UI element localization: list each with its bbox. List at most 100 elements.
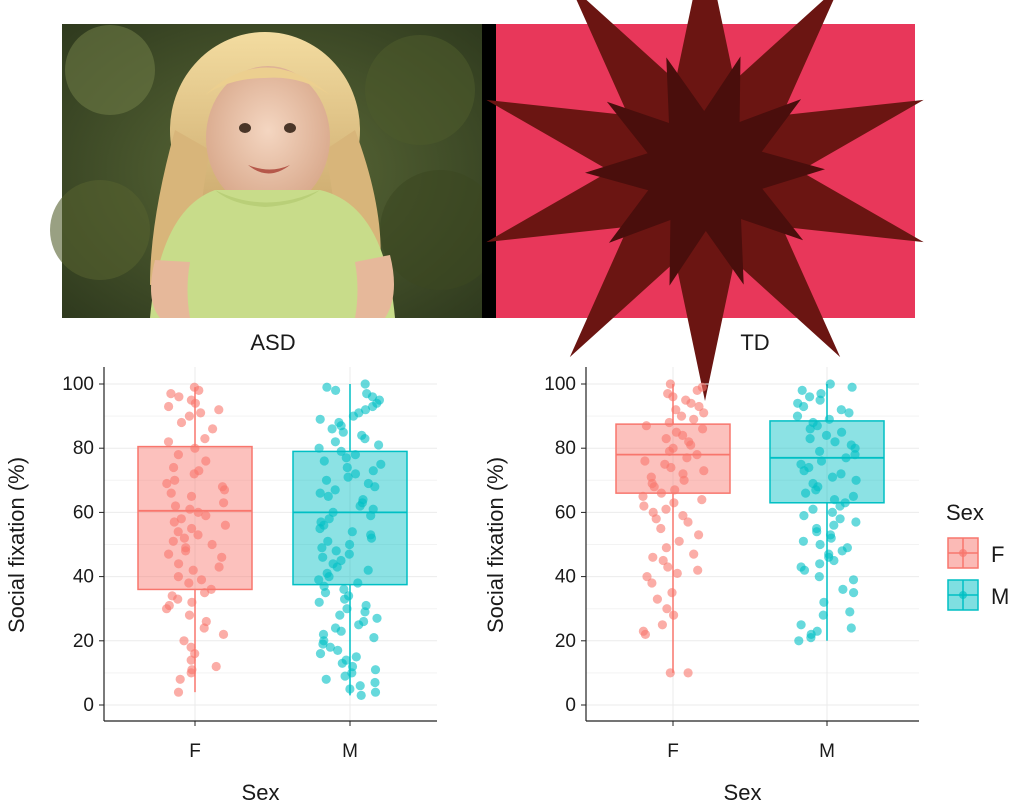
data-point bbox=[663, 562, 673, 572]
stimulus-left-image bbox=[50, 24, 500, 318]
data-point bbox=[850, 450, 860, 460]
data-point bbox=[184, 411, 194, 421]
data-point bbox=[184, 610, 195, 620]
data-point bbox=[343, 472, 353, 482]
data-point bbox=[797, 385, 807, 395]
data-point bbox=[164, 549, 174, 559]
y-tick-label: 60 bbox=[555, 502, 576, 523]
data-point bbox=[207, 539, 217, 550]
data-point bbox=[366, 533, 377, 543]
x-tick-label: F bbox=[667, 741, 679, 762]
data-point bbox=[667, 588, 677, 598]
data-point bbox=[368, 466, 378, 476]
data-point bbox=[344, 549, 354, 559]
data-point bbox=[847, 382, 857, 392]
legend-key-m bbox=[947, 579, 979, 611]
x-axis-label: Sex bbox=[242, 780, 280, 803]
data-point bbox=[830, 437, 840, 447]
data-point bbox=[194, 385, 204, 395]
data-point bbox=[188, 565, 198, 575]
data-point bbox=[163, 437, 174, 447]
data-point bbox=[174, 559, 184, 569]
data-point bbox=[368, 401, 378, 412]
data-point bbox=[196, 408, 206, 418]
data-point bbox=[668, 392, 678, 402]
data-point bbox=[814, 572, 824, 582]
data-point bbox=[322, 382, 332, 392]
data-point bbox=[332, 562, 342, 572]
data-point bbox=[367, 392, 378, 402]
data-point bbox=[323, 536, 333, 546]
data-point bbox=[796, 620, 806, 630]
data-point bbox=[315, 523, 325, 534]
data-point bbox=[214, 562, 224, 572]
data-point bbox=[699, 466, 709, 476]
data-point bbox=[360, 607, 370, 617]
y-tick-label: 100 bbox=[544, 374, 576, 395]
data-point bbox=[366, 510, 376, 521]
data-point bbox=[350, 469, 361, 479]
data-point bbox=[181, 546, 191, 556]
data-point bbox=[193, 507, 203, 517]
data-point bbox=[162, 478, 172, 489]
data-point bbox=[656, 523, 666, 534]
data-point bbox=[836, 469, 846, 479]
data-point bbox=[670, 485, 680, 495]
data-point bbox=[639, 501, 649, 511]
data-point bbox=[692, 385, 702, 395]
data-point bbox=[678, 430, 688, 440]
data-point bbox=[330, 437, 340, 447]
data-point bbox=[827, 472, 838, 482]
data-point bbox=[812, 527, 822, 537]
data-point bbox=[794, 636, 804, 646]
y-tick-label: 0 bbox=[83, 695, 94, 716]
data-point bbox=[345, 539, 355, 550]
data-point bbox=[676, 411, 687, 421]
data-point bbox=[219, 498, 229, 508]
data-point bbox=[338, 427, 348, 437]
data-point bbox=[327, 424, 337, 434]
data-point bbox=[664, 446, 675, 456]
data-point bbox=[331, 546, 341, 556]
y-tick-label: 40 bbox=[555, 567, 576, 588]
data-point bbox=[315, 414, 325, 424]
data-point bbox=[829, 555, 839, 566]
x-tick-label: M bbox=[819, 741, 835, 762]
x-tick-label: M bbox=[342, 741, 358, 762]
data-point bbox=[331, 385, 341, 395]
data-point bbox=[360, 434, 370, 444]
data-point bbox=[827, 507, 838, 517]
data-point bbox=[355, 501, 365, 511]
data-point bbox=[697, 495, 707, 505]
box-m bbox=[292, 379, 408, 701]
y-axis-label: Social fixation (%) bbox=[483, 457, 508, 633]
data-point bbox=[838, 584, 848, 595]
data-point bbox=[808, 504, 818, 514]
y-tick-label: 80 bbox=[73, 438, 94, 459]
data-point bbox=[694, 401, 704, 412]
data-point bbox=[815, 539, 825, 550]
data-point bbox=[200, 588, 210, 598]
data-point bbox=[657, 620, 668, 630]
data-point bbox=[317, 543, 327, 553]
data-point bbox=[196, 575, 207, 585]
x-axis-label: Sex bbox=[724, 780, 762, 803]
data-point bbox=[669, 498, 679, 508]
data-point bbox=[193, 530, 203, 540]
data-point bbox=[351, 652, 361, 662]
data-point bbox=[186, 655, 196, 665]
data-point bbox=[348, 411, 358, 421]
box-m bbox=[769, 379, 885, 646]
data-point bbox=[683, 517, 693, 527]
legend-label-f: F bbox=[991, 542, 1004, 567]
data-point bbox=[851, 517, 861, 527]
data-point bbox=[845, 607, 855, 617]
data-point bbox=[829, 520, 839, 530]
data-point bbox=[844, 408, 854, 418]
data-point bbox=[184, 578, 194, 588]
points-m bbox=[792, 379, 861, 646]
data-point bbox=[179, 636, 189, 646]
data-point bbox=[315, 649, 326, 659]
data-point bbox=[642, 572, 652, 582]
